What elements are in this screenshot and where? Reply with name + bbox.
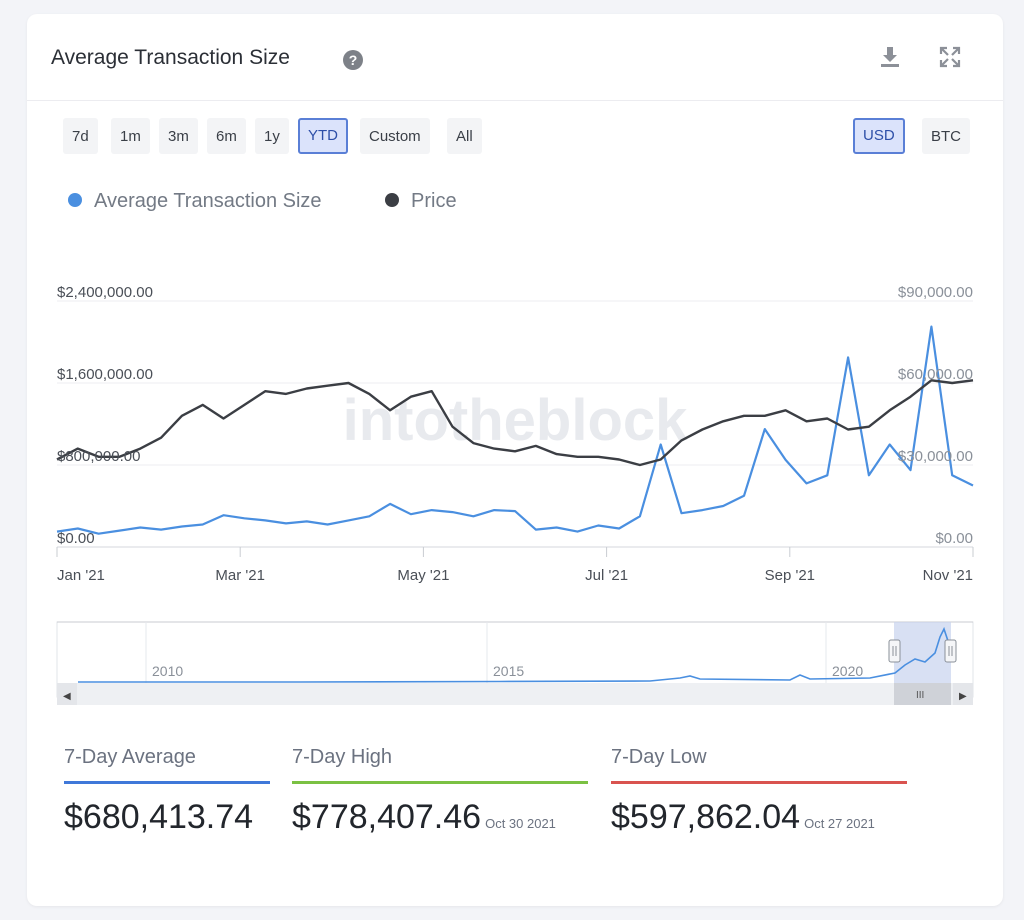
nav-year-2010: 2010 (152, 663, 183, 679)
stat-value: $778,407.46 Oct 30 2021 (292, 798, 556, 836)
nav-year-2020: 2020 (832, 663, 863, 679)
y-right-tick-label: $90,000.00 (898, 284, 973, 301)
stat-underline (292, 781, 588, 784)
y-left-tick-label: $800,000.00 (57, 448, 140, 465)
stat-date: Oct 30 2021 (485, 816, 556, 831)
stat-7day-average: 7-Day Average $680,413.74 (64, 746, 270, 837)
nav-right-handle[interactable] (944, 639, 957, 663)
x-tick-label: Jul '21 (585, 567, 628, 584)
stat-value: $680,413.74 (64, 798, 254, 836)
x-tick-label: Jan '21 (57, 567, 105, 584)
chart-card: Average Transaction Size ? (27, 14, 1003, 906)
stat-underline (64, 781, 270, 784)
card-title: Average Transaction Size (51, 46, 290, 69)
nav-scroll-left-button[interactable] (57, 683, 77, 705)
x-tick-label: Mar '21 (215, 567, 265, 584)
y-left-tick-label: $0.00 (57, 530, 95, 547)
currency-btc-button[interactable]: BTC (922, 118, 970, 154)
range-custom-button[interactable]: Custom (360, 118, 430, 154)
card-header: Average Transaction Size ? (27, 14, 1003, 101)
stat-7day-high: 7-Day High $778,407.46 Oct 30 2021 (292, 746, 588, 837)
main-chart: intotheblock $0.00 $0.00 $800,000.00 $30,00… (56, 284, 974, 584)
y-right-tick-label: $0.00 (935, 530, 973, 547)
range-7d-button[interactable]: 7d (63, 118, 98, 154)
question-circle-icon[interactable]: ? (343, 50, 363, 70)
range-1y-button[interactable]: 1y (255, 118, 289, 154)
y-right-tick-label: $30,000.00 (898, 448, 973, 465)
stat-label: 7-Day Low (611, 746, 707, 768)
stat-label: 7-Day Average (64, 746, 196, 768)
legend-item-avg-tx-size[interactable]: Average Transaction Size (68, 190, 322, 213)
x-tick-label: Nov '21 (923, 567, 973, 584)
stat-value: $597,862.04 Oct 27 2021 (611, 798, 875, 836)
series-line-avg-tx-size (56, 325, 974, 535)
legend-item-price[interactable]: Price (385, 190, 457, 213)
y-right-tick-label: $60,000.00 (898, 366, 973, 383)
chart-watermark: intotheblock (343, 388, 689, 453)
stat-7day-low: 7-Day Low $597,862.04 Oct 27 2021 (611, 746, 907, 837)
stat-label: 7-Day High (292, 746, 393, 768)
range-1m-button[interactable]: 1m (111, 118, 150, 154)
nav-selection-window[interactable] (894, 622, 951, 683)
nav-scrollbar-track[interactable] (57, 683, 973, 705)
download-icon[interactable] (875, 44, 905, 74)
nav-right-arrow-icon[interactable]: ▶ (959, 691, 967, 702)
currency-usd-button[interactable]: USD (853, 118, 905, 154)
nav-overview-line (78, 626, 957, 683)
legend-dot-blue (68, 192, 82, 207)
y-left-tick-label: $2,400,000.00 (57, 284, 153, 301)
stat-underline (611, 781, 907, 784)
nav-grip-icon[interactable]: III (916, 690, 924, 701)
range-navigator[interactable]: 2010 2015 2020 ◀ ▶ III (0, 615, 1024, 715)
legend-dot-dark (385, 192, 399, 207)
nav-scrollbar-thumb[interactable] (894, 683, 951, 705)
range-all-button[interactable]: All (447, 118, 482, 154)
range-6m-button[interactable]: 6m (207, 118, 246, 154)
range-ytd-button[interactable]: YTD (298, 118, 348, 154)
nav-left-handle[interactable] (888, 639, 901, 663)
series-line-price (56, 379, 974, 467)
nav-scroll-right-button[interactable] (953, 683, 973, 705)
expand-icon[interactable] (935, 44, 965, 74)
legend-label-avg-tx-size: Average Transaction Size (94, 190, 322, 212)
legend-label-price: Price (411, 190, 457, 212)
stat-date: Oct 27 2021 (804, 816, 875, 831)
x-tick-label: May '21 (397, 567, 449, 584)
nav-left-arrow-icon[interactable]: ◀ (63, 691, 71, 702)
y-left-tick-label: $1,600,000.00 (57, 366, 153, 383)
x-tick-label: Sep '21 (765, 567, 815, 584)
nav-year-2015: 2015 (493, 663, 524, 679)
range-3m-button[interactable]: 3m (159, 118, 198, 154)
